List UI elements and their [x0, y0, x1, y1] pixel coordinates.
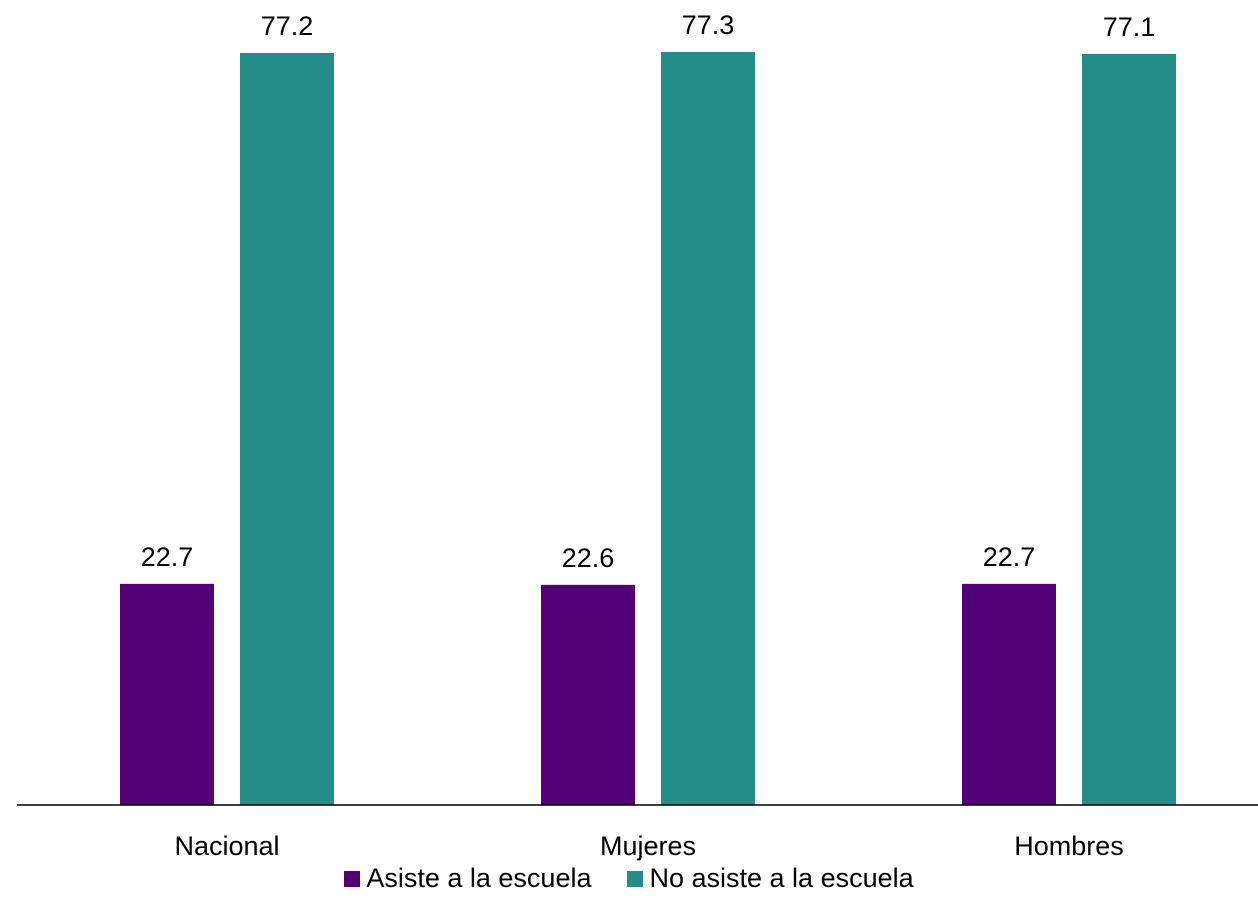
legend-item-no-asiste: No asiste a la escuela [627, 863, 914, 894]
value-label-asiste-hombres: 22.7 [983, 542, 1036, 572]
value-label-no-asiste-mujeres: 77.3 [682, 10, 735, 40]
bar-asiste-mujeres [541, 584, 635, 805]
bar-asiste-nacional [120, 583, 214, 805]
category-label-nacional: Nacional [174, 831, 279, 861]
category-label-hombres: Hombres [1014, 831, 1124, 861]
legend: Asiste a la escuela No asiste a la escue… [0, 863, 1258, 894]
legend-swatch-asiste [344, 870, 361, 887]
legend-item-asiste: Asiste a la escuela [344, 863, 591, 894]
value-label-no-asiste-nacional: 77.2 [261, 11, 314, 41]
legend-label-no-asiste: No asiste a la escuela [649, 863, 914, 893]
category-labels-group: Nacional Mujeres Hombres [174, 831, 1123, 861]
bar-no-asiste-hombres [1082, 53, 1176, 806]
legend-swatch-no-asiste [627, 870, 644, 887]
bar-no-asiste-nacional [240, 52, 334, 806]
bar-no-asiste-mujeres [661, 52, 755, 805]
value-label-asiste-nacional: 22.7 [141, 542, 194, 572]
category-label-mujeres: Mujeres [600, 831, 696, 861]
value-labels-group: 22.7 22.6 22.7 77.2 77.3 77.1 [141, 10, 1156, 573]
legend-label-asiste: Asiste a la escuela [366, 863, 592, 893]
value-label-asiste-mujeres: 22.6 [562, 543, 615, 573]
bars-group [120, 52, 1176, 806]
value-label-no-asiste-hombres: 77.1 [1103, 12, 1156, 42]
bar-asiste-hombres [962, 583, 1056, 805]
